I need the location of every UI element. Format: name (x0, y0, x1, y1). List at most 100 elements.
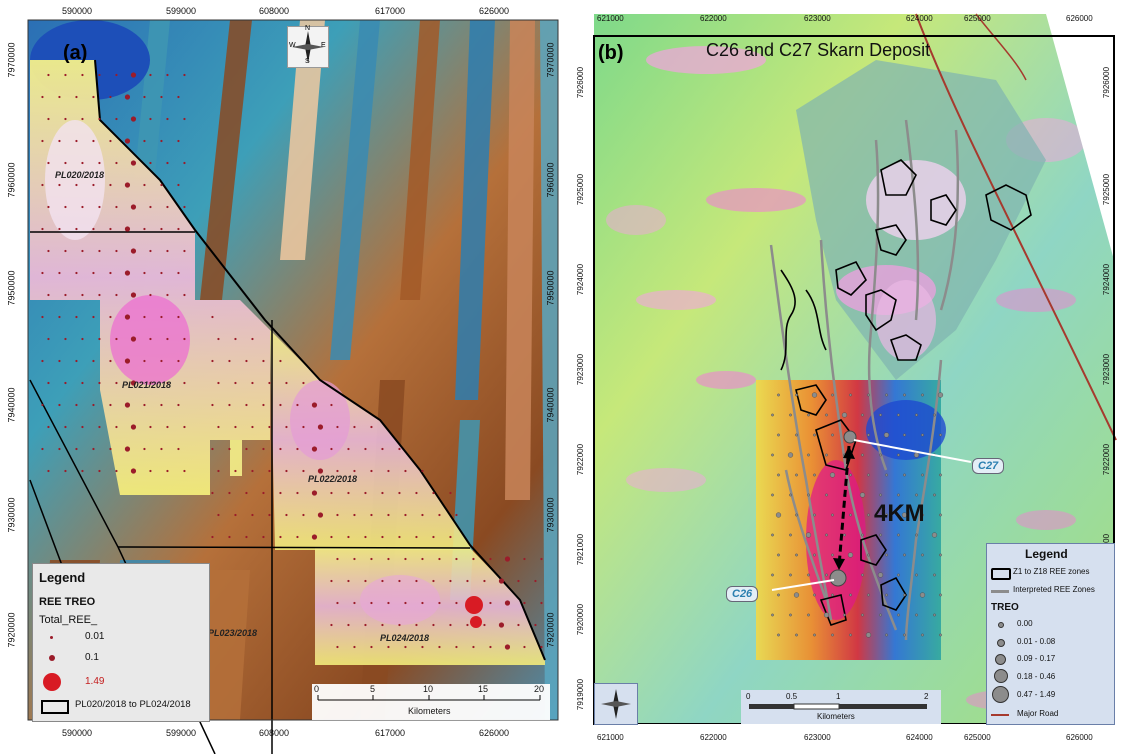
sample-dot (183, 425, 186, 429)
sample-dot (64, 337, 67, 341)
sample-dot (347, 491, 350, 495)
compass-e: E (321, 42, 326, 49)
sample-dot (921, 473, 924, 477)
sample-dot (404, 513, 407, 517)
y-tick-left: 7923000 (576, 353, 586, 386)
sample-dot (234, 425, 237, 429)
sample-dot (234, 513, 237, 517)
sample-dot (498, 578, 505, 584)
sample-dot (879, 613, 882, 617)
sample-dot (64, 381, 67, 385)
legend-treo-title: TREO (991, 602, 1019, 613)
sample-dot (915, 493, 918, 497)
sample-dot (109, 403, 112, 407)
sample-dot (234, 469, 237, 473)
sample-dot (245, 359, 248, 363)
sample-dot (317, 468, 324, 474)
sample-dot (311, 402, 318, 408)
sample-dot (115, 249, 118, 253)
sample-dot (143, 271, 146, 275)
licence-label: PL024/2018 (380, 633, 430, 643)
sample-dot (415, 491, 418, 495)
sample-dot (296, 535, 299, 539)
scalebar-panel-a: 0 5 10 15 20 Kilometers (312, 684, 550, 720)
sample-dot (455, 601, 458, 605)
sample-dot (130, 292, 137, 298)
sample-dot (124, 314, 131, 320)
sample-dot (771, 413, 774, 417)
sample-dot (75, 403, 78, 407)
sample-dot (228, 403, 231, 407)
sample-dot (449, 623, 452, 627)
sample-dot (109, 315, 112, 319)
sample-dot (166, 117, 169, 121)
sample-dot (81, 337, 84, 341)
y-tick-right: 7924000 (1102, 263, 1112, 296)
sample-dot (861, 453, 864, 457)
sample-dot (933, 413, 936, 417)
sample-dot (789, 533, 792, 537)
sample-dot (177, 139, 180, 143)
sample-dot (166, 161, 169, 165)
x-tick-bottom: 626000 (479, 728, 510, 738)
sample-dot (58, 95, 61, 99)
sample-dot (915, 573, 918, 577)
sample-dot (166, 249, 169, 253)
sample-dot (879, 413, 882, 417)
sample-dot (915, 533, 918, 537)
sample-dot (831, 553, 834, 557)
sample-dot (370, 469, 373, 473)
sample-dot (449, 535, 452, 539)
sample-dot (262, 403, 265, 407)
sample-marker (843, 430, 857, 444)
sample-dot (813, 553, 816, 557)
sample-dot (58, 359, 61, 363)
north-arrow-icon: N S E W (287, 25, 329, 68)
sample-dot (58, 403, 61, 407)
sample-dot (183, 161, 186, 165)
sample-dot (861, 533, 864, 537)
sample-dot (160, 183, 163, 187)
sample-dot (47, 425, 50, 429)
sample-dot (381, 579, 384, 583)
sample-dot (387, 469, 390, 473)
sample-dot (115, 73, 118, 77)
sample-dot (149, 381, 152, 385)
sample-dot (897, 493, 900, 497)
legend-treo-item: 0.18 - 0.46 (1017, 672, 1056, 681)
x-tick-top: 621000 (597, 14, 624, 23)
large-sample-marker (465, 596, 483, 614)
sample-dot (330, 403, 333, 407)
scale-tick: 0 (746, 692, 751, 701)
sample-dot (47, 337, 50, 341)
sample-dot (466, 579, 469, 583)
sample-dot (311, 446, 318, 452)
sample-dot (921, 433, 924, 437)
legend-treo-dot-icon (994, 669, 1008, 683)
sample-dot (789, 493, 792, 497)
sample-dot (47, 469, 50, 473)
sample-dot (143, 403, 146, 407)
sample-dot (807, 453, 810, 457)
sample-dot (75, 447, 78, 451)
sample-dot (843, 613, 846, 617)
sample-dot (183, 293, 186, 297)
sample-dot (771, 453, 774, 457)
sample-dot (381, 447, 384, 451)
panel-a-map: (a) N S E W 590000 599000 608000 617000 … (6, 6, 559, 754)
sample-dot (177, 95, 180, 99)
sample-dot (41, 315, 44, 319)
sample-dot (831, 593, 834, 597)
y-tick-right: 7950000 (545, 270, 556, 306)
sample-dot (317, 424, 324, 430)
scalebar-panel-b: 0 0.5 1 2 Kilometers (741, 690, 941, 724)
x-tick-top: 626000 (479, 6, 510, 16)
x-tick-bottom: 621000 (597, 733, 624, 742)
sample-dot (98, 293, 101, 297)
sample-dot (115, 293, 118, 297)
legend-treo-dot-icon (992, 686, 1009, 703)
sample-dot (534, 579, 537, 583)
sample-dot (903, 473, 906, 477)
sample-dot (251, 381, 254, 385)
y-tick-left: 7922000 (576, 443, 586, 476)
